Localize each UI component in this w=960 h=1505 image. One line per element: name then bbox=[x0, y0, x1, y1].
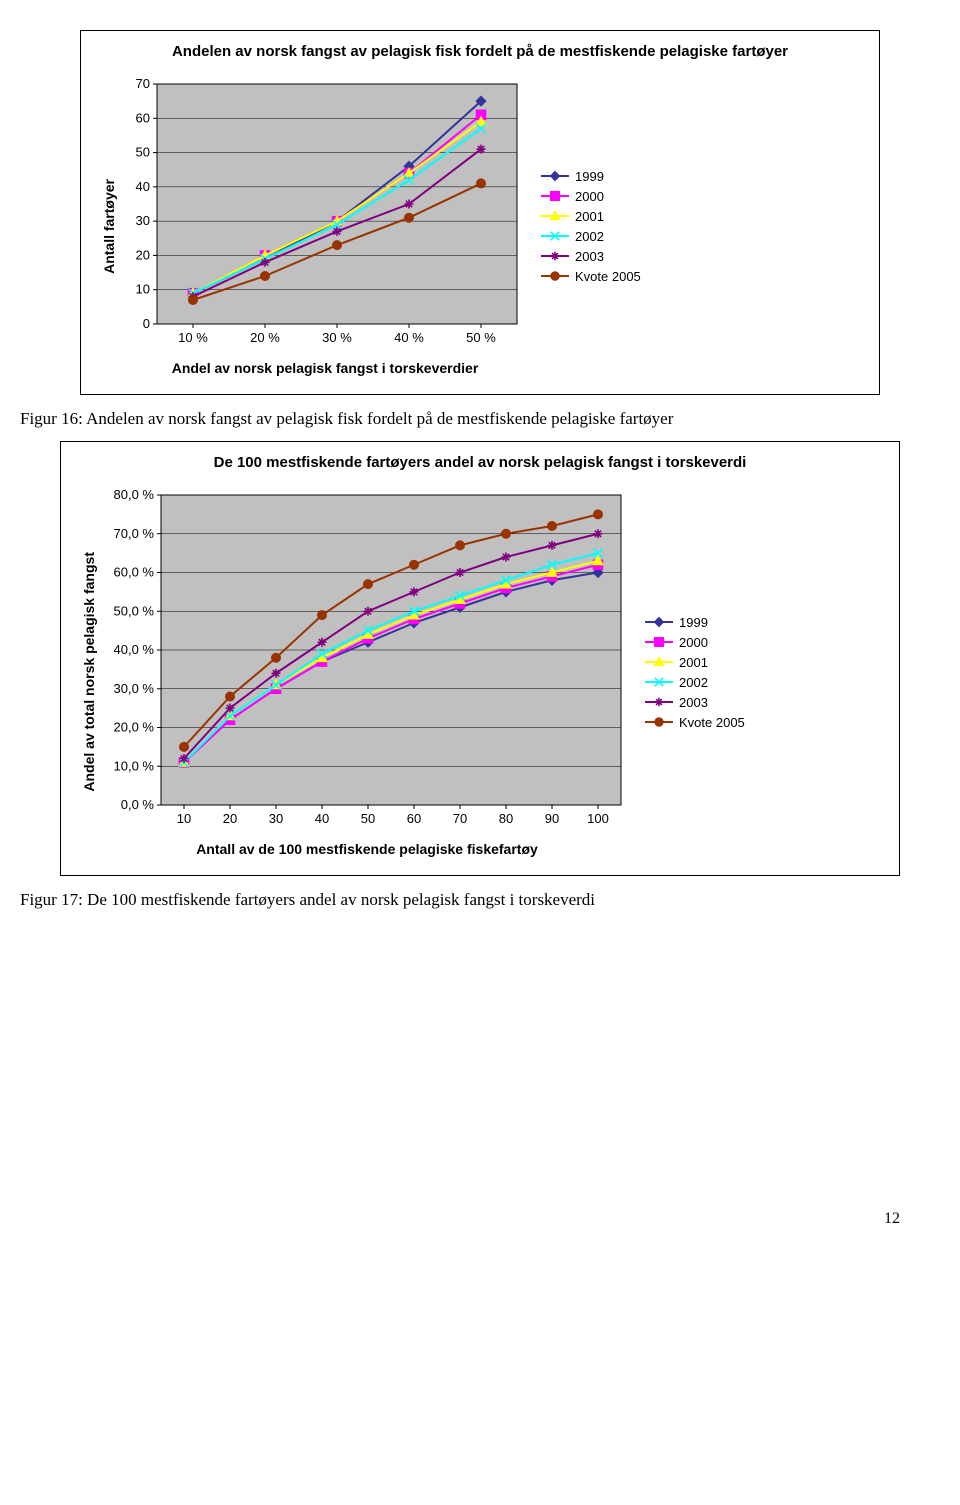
svg-text:20 %: 20 % bbox=[250, 330, 280, 345]
legend-item: 2000 bbox=[541, 189, 641, 204]
legend-item: Kvote 2005 bbox=[541, 269, 641, 284]
svg-text:50 %: 50 % bbox=[466, 330, 496, 345]
legend-label: 1999 bbox=[679, 615, 708, 630]
legend-swatch bbox=[541, 250, 569, 262]
chart2-title: De 100 mestfiskende fartøyers andel av n… bbox=[81, 454, 879, 471]
legend-item: 2001 bbox=[541, 209, 641, 224]
svg-text:10,0 %: 10,0 % bbox=[114, 758, 155, 773]
svg-text:50: 50 bbox=[361, 811, 375, 826]
chart1-layout: Antall fartøyer 0 10 20 30 40 50 60 70 10 % 20 % 3… bbox=[101, 76, 859, 376]
legend-item: 1999 bbox=[541, 169, 641, 184]
legend-label: 1999 bbox=[575, 169, 604, 184]
legend-swatch bbox=[541, 210, 569, 222]
svg-text:60: 60 bbox=[407, 811, 421, 826]
chart1-plot: 0 10 20 30 40 50 60 70 10 % 20 % 30 % 40 % 50 % bbox=[123, 76, 527, 352]
svg-text:40: 40 bbox=[315, 811, 329, 826]
legend-swatch bbox=[645, 676, 673, 688]
svg-text:80: 80 bbox=[499, 811, 513, 826]
legend-label: 2003 bbox=[575, 249, 604, 264]
chart1-ylabel: Antall fartøyer bbox=[101, 179, 117, 274]
svg-text:90: 90 bbox=[545, 811, 559, 826]
svg-text:20: 20 bbox=[136, 247, 150, 262]
svg-text:80,0 %: 80,0 % bbox=[114, 487, 155, 502]
svg-text:40: 40 bbox=[136, 179, 150, 194]
legend-swatch bbox=[645, 636, 673, 648]
legend-item: 1999 bbox=[645, 615, 745, 630]
chart2-xlabel: Antall av de 100 mestfiskende pelagiske … bbox=[196, 841, 538, 857]
chart1-title: Andelen av norsk fangst av pelagisk fisk… bbox=[101, 43, 859, 60]
legend-label: 2001 bbox=[679, 655, 708, 670]
caption-2: Figur 17: De 100 mestfiskende fartøyers … bbox=[20, 890, 940, 910]
legend-swatch bbox=[645, 656, 673, 668]
svg-text:30 %: 30 % bbox=[322, 330, 352, 345]
legend-label: 2000 bbox=[575, 189, 604, 204]
legend-swatch bbox=[541, 190, 569, 202]
chart2-ylabel: Andel av total norsk pelagisk fangst bbox=[81, 552, 97, 792]
svg-text:40,0 %: 40,0 % bbox=[114, 642, 155, 657]
svg-text:50,0 %: 50,0 % bbox=[114, 603, 155, 618]
legend-label: 2002 bbox=[575, 229, 604, 244]
svg-text:0: 0 bbox=[143, 316, 150, 331]
legend-label: Kvote 2005 bbox=[575, 269, 641, 284]
legend-item: 2002 bbox=[645, 675, 745, 690]
svg-text:30: 30 bbox=[136, 213, 150, 228]
svg-text:100: 100 bbox=[587, 811, 609, 826]
legend-swatch bbox=[645, 716, 673, 728]
chart2-legend: 1999 2000 2001 2002 2003 Kvote 2005 bbox=[645, 615, 745, 730]
chart-1-box: Andelen av norsk fangst av pelagisk fisk… bbox=[80, 30, 880, 395]
svg-text:10: 10 bbox=[136, 282, 150, 297]
svg-text:40 %: 40 % bbox=[394, 330, 424, 345]
svg-text:60,0 %: 60,0 % bbox=[114, 565, 155, 580]
legend-swatch bbox=[541, 230, 569, 242]
legend-label: 2003 bbox=[679, 695, 708, 710]
chart-2-box: De 100 mestfiskende fartøyers andel av n… bbox=[60, 441, 900, 876]
svg-text:10: 10 bbox=[177, 811, 191, 826]
svg-text:70: 70 bbox=[453, 811, 467, 826]
chart1-xlabel: Andel av norsk pelagisk fangst i torskev… bbox=[172, 360, 479, 376]
legend-item: 2000 bbox=[645, 635, 745, 650]
svg-text:30,0 %: 30,0 % bbox=[114, 681, 155, 696]
legend-item: Kvote 2005 bbox=[645, 715, 745, 730]
legend-item: 2003 bbox=[645, 695, 745, 710]
svg-text:70,0 %: 70,0 % bbox=[114, 526, 155, 541]
svg-text:10 %: 10 % bbox=[178, 330, 208, 345]
svg-text:20: 20 bbox=[223, 811, 237, 826]
svg-text:20,0 %: 20,0 % bbox=[114, 720, 155, 735]
chart2-layout: Andel av total norsk pelagisk fangst 0,0… bbox=[81, 487, 879, 857]
chart2-plot: 0,0 % 10,0 % 20,0 % 30,0 % 40,0 % 50,0 % 60,0 … bbox=[103, 487, 631, 833]
svg-text:60: 60 bbox=[136, 110, 150, 125]
legend-label: 2000 bbox=[679, 635, 708, 650]
legend-item: 2001 bbox=[645, 655, 745, 670]
legend-swatch bbox=[541, 270, 569, 282]
page-number: 12 bbox=[20, 1210, 900, 1228]
caption-1: Figur 16: Andelen av norsk fangst av pel… bbox=[20, 409, 940, 429]
legend-label: 2001 bbox=[575, 209, 604, 224]
legend-swatch bbox=[645, 616, 673, 628]
legend-item: 2003 bbox=[541, 249, 641, 264]
svg-text:50: 50 bbox=[136, 145, 150, 160]
svg-text:30: 30 bbox=[269, 811, 283, 826]
svg-text:70: 70 bbox=[136, 76, 150, 91]
legend-swatch bbox=[645, 696, 673, 708]
legend-label: 2002 bbox=[679, 675, 708, 690]
chart1-legend: 1999 2000 2001 2002 2003 Kvote 2005 bbox=[541, 169, 641, 284]
legend-item: 2002 bbox=[541, 229, 641, 244]
legend-label: Kvote 2005 bbox=[679, 715, 745, 730]
legend-swatch bbox=[541, 170, 569, 182]
svg-text:0,0 %: 0,0 % bbox=[121, 797, 155, 812]
